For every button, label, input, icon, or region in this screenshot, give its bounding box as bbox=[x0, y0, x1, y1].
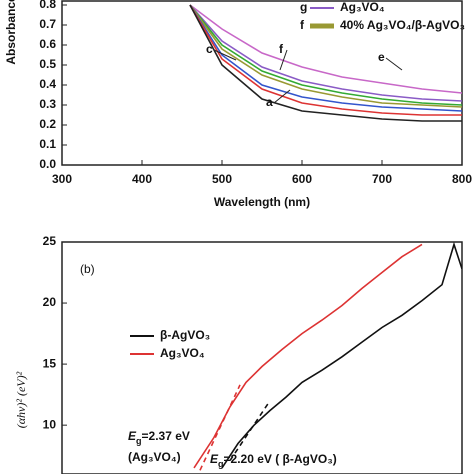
plot-frame bbox=[61, 0, 463, 166]
series-line bbox=[189, 4, 462, 116]
y-tick-label: 0.6 bbox=[39, 37, 56, 51]
series-line bbox=[189, 4, 462, 106]
series-line bbox=[189, 4, 462, 112]
y-tick-label: 15 bbox=[43, 356, 57, 370]
curve-label: f bbox=[279, 42, 284, 56]
annotation: Eg=2.20 eV ( β-AgVO₃) bbox=[210, 452, 337, 469]
curve-label: a bbox=[266, 95, 273, 109]
curve-label: c bbox=[206, 42, 213, 56]
y-tick-label: 0.8 bbox=[39, 0, 56, 11]
legend-label: β-AgVO₃ bbox=[160, 328, 210, 342]
legend-label: 40% Ag₃VO₄/β-AgVO₃ bbox=[340, 18, 465, 32]
label-arrow bbox=[279, 49, 288, 71]
y-tick-label: 0.4 bbox=[39, 77, 56, 91]
legend-key: g bbox=[300, 0, 307, 14]
annotation-part: =2.20 eV ( β-AgVO₃) bbox=[224, 452, 337, 466]
series-line bbox=[189, 4, 462, 108]
series-line bbox=[189, 4, 462, 102]
series-line bbox=[189, 4, 462, 94]
annotation-part: E bbox=[128, 429, 137, 443]
y-tick-label: 0.2 bbox=[39, 117, 56, 131]
x-tick-label: 500 bbox=[212, 172, 232, 186]
y-tick-label: 10 bbox=[43, 417, 57, 431]
y-tick-label: 0.3 bbox=[39, 97, 56, 111]
label-arrow bbox=[213, 49, 237, 61]
chart: 0.0 0.1 0.2 0.3 0.4 0.5 0.6 0.7 0.8 300 400 500 600 7… bbox=[4, 0, 472, 209]
series-line bbox=[193, 243, 423, 469]
y-axis-label: (αhν)² (eV)² bbox=[14, 371, 28, 428]
annotation-part: =2.37 eV bbox=[142, 429, 190, 443]
label-arrow bbox=[385, 57, 403, 71]
x-tick-label: 700 bbox=[372, 172, 392, 186]
annotation: Eg=2.37 eV bbox=[128, 429, 190, 446]
y-tick-label: 0.1 bbox=[39, 137, 56, 151]
y-tick-label: 0.0 bbox=[39, 157, 56, 171]
legend-label: Ag₃VO₄ bbox=[340, 0, 385, 14]
legend-label: Ag₃VO₄ bbox=[160, 346, 205, 360]
annotation-part: (Ag₃VO₄) bbox=[128, 450, 181, 464]
annotation-part: g bbox=[136, 436, 142, 446]
x-tick-label: 600 bbox=[292, 172, 312, 186]
curve-label: e bbox=[378, 50, 385, 64]
y-tick-label: 25 bbox=[43, 234, 57, 248]
y-axis-label: Absorbance bbox=[4, 0, 18, 65]
annotation-part: E bbox=[210, 452, 219, 466]
x-tick-label: 300 bbox=[52, 172, 72, 186]
series-line bbox=[221, 242, 462, 469]
annotation-part: g bbox=[218, 459, 224, 469]
series-line bbox=[189, 4, 462, 122]
annotation: (Ag₃VO₄) bbox=[128, 450, 181, 464]
label-arrow bbox=[273, 89, 291, 104]
x-tick-label: 800 bbox=[452, 172, 472, 186]
legend-key: f bbox=[300, 18, 305, 32]
y-tick-label: 0.5 bbox=[39, 57, 56, 71]
x-tick-label: 400 bbox=[132, 172, 152, 186]
y-tick-label: 0.7 bbox=[39, 17, 56, 31]
panel-label: (b) bbox=[80, 262, 95, 276]
y-tick-label: 20 bbox=[43, 295, 57, 309]
x-axis-label: Wavelength (nm) bbox=[214, 195, 310, 209]
plot-frame bbox=[61, 241, 463, 474]
